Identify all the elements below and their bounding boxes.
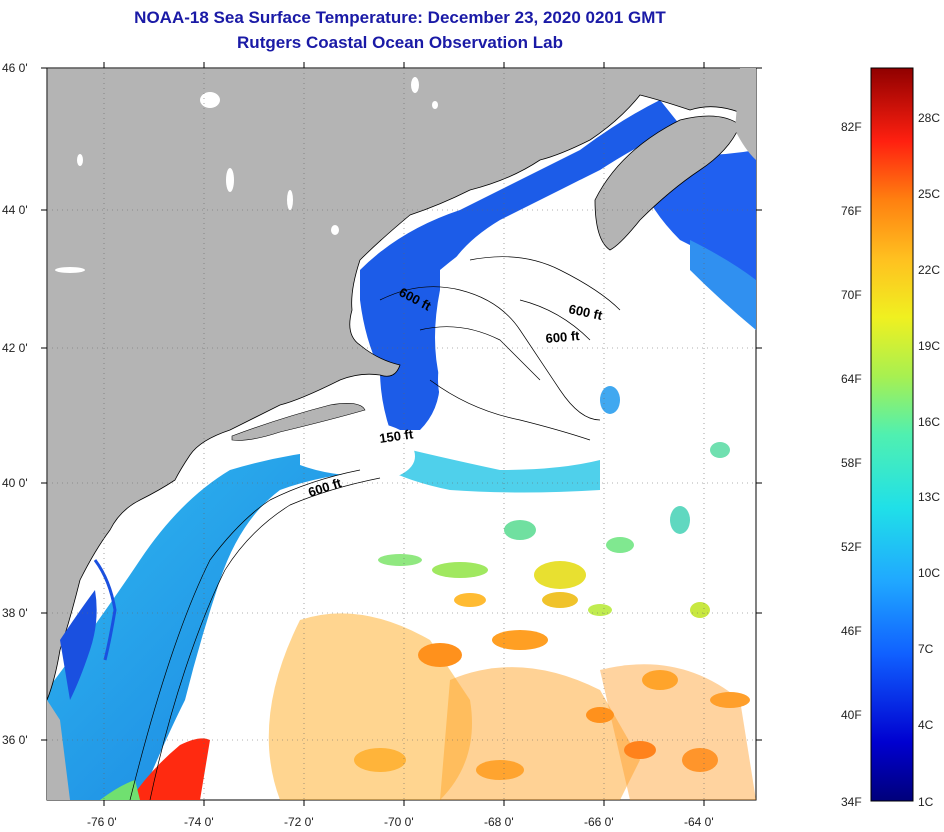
lat-label: 38 0' — [2, 606, 28, 620]
contour-label-2: 600 ft — [567, 301, 604, 323]
colorbar-c-label: 7C — [918, 642, 934, 656]
colorbar-celsius-labels: 28C 25C 22C 19C 16C 13C 10C 7C 4C 1C — [918, 111, 940, 809]
colorbar-f-label: 64F — [841, 372, 862, 386]
colorbar-c-label: 16C — [918, 415, 940, 429]
graticule — [47, 68, 756, 800]
colorbar-f-label: 46F — [841, 624, 862, 638]
temperature-colorbar — [870, 67, 914, 802]
bathymetry-contours — [129, 256, 621, 800]
colorbar-f-label: 82F — [841, 120, 862, 134]
inland-lakes — [55, 77, 438, 273]
colorbar-c-label: 1C — [918, 795, 934, 809]
axis-ticks — [41, 62, 762, 806]
long-island — [231, 403, 366, 441]
lon-label: -70 0' — [384, 815, 414, 829]
colorbar-f-label: 34F — [841, 795, 862, 809]
map-subtitle: Rutgers Coastal Ocean Observation Lab — [237, 33, 563, 52]
colorbar-c-label: 22C — [918, 263, 940, 277]
lon-label: -74 0' — [184, 815, 214, 829]
lat-label: 40 0' — [2, 476, 28, 490]
latitude-labels: 46 0' 44 0' 42 0' 40 0' 38 0' 36 0' — [2, 61, 28, 747]
colorbar-f-label: 40F — [841, 708, 862, 722]
colorbar-f-label: 52F — [841, 540, 862, 554]
longitude-labels: -76 0' -74 0' -72 0' -70 0' -68 0' -66 0… — [87, 815, 714, 829]
lat-label: 42 0' — [2, 341, 28, 355]
colorbar-c-label: 10C — [918, 566, 940, 580]
colorbar-f-label: 76F — [841, 204, 862, 218]
gulf-stream-warm-core — [130, 738, 210, 800]
colorbar-c-label: 19C — [918, 339, 940, 353]
colorbar-f-label: 58F — [841, 456, 862, 470]
colorbar-c-label: 4C — [918, 718, 934, 732]
colorbar-c-label: 25C — [918, 187, 940, 201]
lat-label: 44 0' — [2, 203, 28, 217]
nova-scotia — [594, 115, 741, 251]
colorbar-f-label: 70F — [841, 288, 862, 302]
warm-water-patches — [268, 592, 756, 800]
contour-label-4: 150 ft — [378, 426, 414, 446]
colorbar-c-label: 28C — [918, 111, 940, 125]
map-title: NOAA-18 Sea Surface Temperature: Decembe… — [134, 8, 666, 27]
contour-label-3: 600 ft — [545, 328, 581, 346]
lon-label: -68 0' — [484, 815, 514, 829]
colorbar-c-label: 13C — [918, 490, 940, 504]
lat-label: 36 0' — [2, 733, 28, 747]
coastal-cold-water — [47, 450, 380, 800]
mid-temp-patches — [378, 386, 730, 618]
gulf-of-maine-water — [360, 100, 680, 430]
lon-label: -72 0' — [284, 815, 314, 829]
lat-label: 46 0' — [2, 61, 28, 75]
land-mass — [47, 68, 756, 701]
lon-label: -66 0' — [584, 815, 614, 829]
colorbar-fahrenheit-labels: 82F 76F 70F 64F 58F 52F 46F 40F 34F — [841, 120, 862, 809]
lon-label: -64 0' — [684, 815, 714, 829]
lon-label: -76 0' — [87, 815, 117, 829]
